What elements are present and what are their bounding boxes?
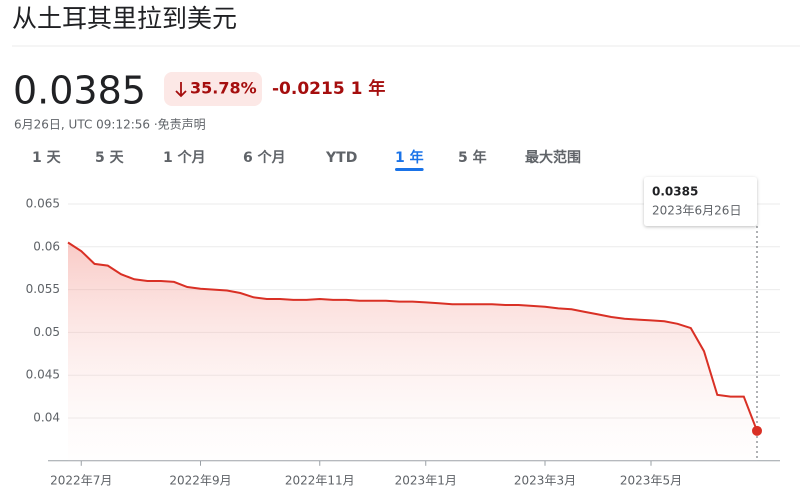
x-tick-label: 2022年11月 bbox=[285, 473, 355, 487]
disclaimer[interactable]: 免责声明 bbox=[158, 117, 206, 132]
price: 0.0385 bbox=[13, 69, 146, 113]
range-tab[interactable]: YTD bbox=[325, 150, 357, 166]
timestamp: 6月26日, UTC 09:12:56 · bbox=[14, 118, 158, 132]
range-tab[interactable]: 5 天 bbox=[95, 150, 125, 166]
area-fill bbox=[68, 242, 757, 461]
x-tick-label: 2023年5月 bbox=[620, 473, 682, 487]
tooltip-value: 0.0385 bbox=[652, 185, 698, 199]
down-arrow bbox=[175, 82, 187, 98]
y-tick-label: 0.04 bbox=[33, 411, 60, 425]
x-tick-label: 2023年1月 bbox=[395, 473, 457, 487]
y-tick-label: 0.05 bbox=[33, 325, 60, 339]
tooltip-date: 2023年6月26日 bbox=[652, 204, 741, 218]
y-tick-label: 0.045 bbox=[26, 368, 60, 382]
change-period: 1 年 bbox=[351, 78, 386, 99]
range-tab[interactable]: 1 个月 bbox=[163, 149, 206, 166]
range-tab[interactable]: 最大范围 bbox=[525, 149, 581, 166]
range-tab[interactable]: 1 年 bbox=[395, 149, 424, 166]
x-tick-label: 2022年7月 bbox=[50, 473, 112, 487]
tooltip bbox=[644, 177, 757, 226]
change-value: -0.0215 bbox=[272, 79, 345, 99]
range-tab[interactable]: 6 个月 bbox=[243, 149, 286, 166]
x-tick-label: 2023年3月 bbox=[514, 473, 576, 487]
range-tab[interactable]: 5 年 bbox=[458, 149, 487, 166]
y-tick-label: 0.065 bbox=[26, 197, 60, 211]
x-tick-label: 2022年9月 bbox=[169, 473, 231, 487]
range-tab[interactable]: 1 天 bbox=[32, 150, 62, 166]
change-percent: 35.78% bbox=[190, 79, 257, 98]
y-tick-label: 0.055 bbox=[26, 282, 60, 296]
change-badge bbox=[164, 72, 262, 106]
last-point bbox=[752, 425, 762, 436]
title: 从土耳其里拉到美元 bbox=[12, 4, 237, 33]
price-line bbox=[67, 241, 758, 432]
range-tab-underline bbox=[395, 168, 424, 171]
y-tick-label: 0.06 bbox=[33, 239, 60, 253]
